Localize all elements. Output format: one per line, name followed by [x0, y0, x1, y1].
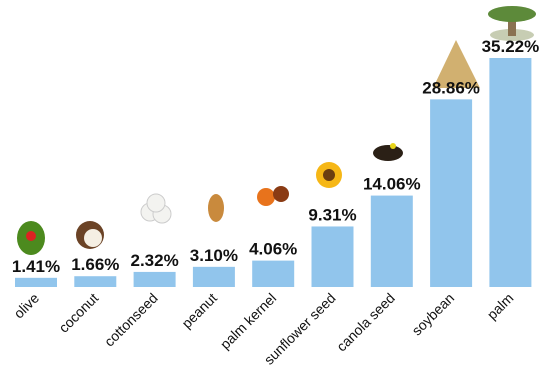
category-label: cottonseed [101, 290, 161, 350]
value-label: 9.31% [308, 205, 356, 224]
icons [17, 6, 536, 255]
value-label: 14.06% [363, 175, 421, 194]
palm-tree-icon [508, 14, 516, 36]
bar [311, 226, 354, 287]
value-label: 1.41% [12, 257, 60, 276]
bar [252, 260, 295, 287]
soybean-icon [433, 40, 480, 88]
value-label: 3.10% [190, 246, 238, 265]
category-label: peanut [178, 290, 220, 332]
category-label: palm [484, 290, 517, 323]
category-label: soybean [408, 290, 457, 339]
bar [489, 58, 532, 287]
coconut-icon [84, 229, 102, 247]
sunflower-icon [323, 169, 335, 181]
bar [192, 266, 235, 287]
palm-kernel-icon [257, 188, 275, 206]
palm-kernel-icon [273, 186, 289, 202]
value-label: 28.86% [422, 78, 480, 97]
bar [74, 276, 117, 287]
category-label: olive [10, 290, 42, 322]
value-label: 35.22% [482, 37, 540, 56]
olive-icon [26, 231, 36, 241]
peanut-icon [208, 194, 224, 222]
category-label: palm kernel [217, 290, 279, 352]
value-label: 4.06% [249, 240, 297, 259]
cotton-icon [146, 193, 166, 213]
bar [15, 277, 57, 287]
bar [133, 271, 176, 287]
category-label: coconut [55, 290, 101, 336]
palm-tree-icon [488, 6, 536, 22]
bar [370, 195, 413, 287]
canola-icon [390, 143, 396, 149]
canola-icon [373, 145, 403, 161]
category-label: canola seed [333, 290, 398, 355]
value-label: 2.32% [130, 251, 178, 270]
value-label: 1.66% [71, 255, 119, 274]
bar [430, 99, 473, 288]
